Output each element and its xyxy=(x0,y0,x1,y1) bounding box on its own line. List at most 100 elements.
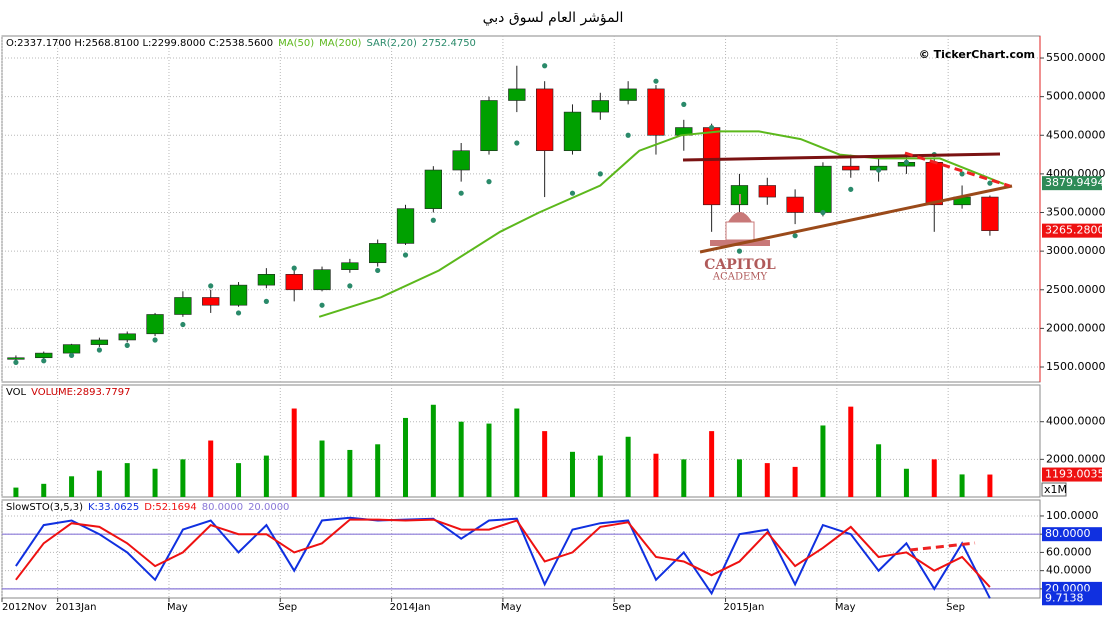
candle-body xyxy=(257,274,276,286)
y-tick-label: 3500.0000 xyxy=(1046,206,1106,219)
legend-entry: MA(50) xyxy=(278,38,315,49)
volume-bar xyxy=(820,425,826,497)
candle-body xyxy=(229,284,248,306)
volume-bar xyxy=(653,453,659,497)
plot-area: 1500.0000 2000.0000 2500.0000 3000.0000 3500… xyxy=(1,35,1106,613)
candle-body xyxy=(285,274,303,291)
sar-dot xyxy=(402,252,409,258)
volume-bar xyxy=(764,463,770,497)
sar-dot xyxy=(152,337,158,343)
volume-bar xyxy=(291,408,297,497)
sar-dot xyxy=(597,171,603,177)
sar-dot xyxy=(542,63,548,69)
stoch-line xyxy=(15,516,991,599)
drawings: CAPITOL ACADEMY © TickerChart.com xyxy=(682,48,1035,552)
sar-dot xyxy=(625,132,631,138)
volume-bar xyxy=(681,459,687,497)
y-tick-label: 40.0000 xyxy=(1046,564,1092,577)
sar-dot xyxy=(653,78,659,84)
stoch-line xyxy=(15,518,991,588)
logo-subtext: ACADEMY xyxy=(712,272,768,283)
candle-body xyxy=(174,297,192,315)
trendline-support xyxy=(699,184,1013,254)
candle-body xyxy=(647,88,665,136)
candle-body xyxy=(842,165,860,171)
candle-body xyxy=(424,169,442,209)
value-marker xyxy=(1042,591,1102,606)
value-marker xyxy=(1042,223,1102,238)
sar-dot xyxy=(875,167,882,173)
candle-body xyxy=(62,344,81,354)
volume-bar xyxy=(263,455,269,497)
candle-body xyxy=(702,127,721,206)
legend-entry: K:33.0625 xyxy=(88,502,140,513)
x-tick-label: May xyxy=(835,602,856,613)
sar-dot xyxy=(319,302,325,308)
legend-entry: D:52.1694 xyxy=(144,502,197,513)
sar-dot xyxy=(375,267,381,274)
sar-dot xyxy=(458,190,464,196)
volume-bar xyxy=(13,487,19,497)
y-tick-label: 3000.0000 xyxy=(1046,244,1106,257)
value-marker-label: 1193.0035 xyxy=(1045,468,1105,481)
volume-bar xyxy=(736,459,742,497)
volume-bar xyxy=(69,476,75,497)
candle-body xyxy=(981,196,999,231)
sar-dot xyxy=(514,140,520,146)
volume-bar xyxy=(347,449,353,497)
sar-dot xyxy=(987,180,993,186)
volume-bar xyxy=(597,455,603,497)
volume-bar xyxy=(848,406,854,497)
logo-text: CAPITOL xyxy=(704,257,776,273)
sar-value: 2752.4750 xyxy=(421,38,476,49)
y-tick-label: 100.0000 xyxy=(1046,509,1099,522)
trendline-dashed xyxy=(904,151,1011,188)
panel-value: VOLUME:2893.7797 xyxy=(31,387,131,398)
volume-bar xyxy=(430,404,436,497)
candle-body xyxy=(925,162,943,206)
sar-dot xyxy=(208,283,214,289)
volume-bar xyxy=(236,463,242,497)
sar-dot xyxy=(124,342,130,348)
candle-body xyxy=(90,339,109,345)
candle-body xyxy=(814,165,832,213)
level-marker-label: 80.0000 xyxy=(1045,527,1091,540)
candle-body xyxy=(202,297,220,306)
candle-body xyxy=(758,185,776,198)
sar-dot xyxy=(848,186,854,192)
sar-dot xyxy=(347,283,353,289)
volume-bar xyxy=(959,474,965,497)
volume-bar xyxy=(375,444,381,497)
sar-dot xyxy=(235,310,242,316)
candle-body xyxy=(313,269,331,291)
level-label: 80.0000 xyxy=(201,502,244,513)
sar-dot xyxy=(820,209,826,216)
panel-header: VOL VOLUME:2893.7797 xyxy=(6,387,135,398)
x-tick-label: 2014Jan xyxy=(390,602,431,613)
volume-bar xyxy=(514,408,520,497)
unit-label: x1M xyxy=(1044,483,1067,496)
y-tick-label: 2500.0000 xyxy=(1046,283,1106,296)
y-tick-label: 5000.0000 xyxy=(1046,90,1106,103)
candle-body xyxy=(369,243,387,264)
volume-bar xyxy=(625,436,631,497)
candle-body xyxy=(146,314,164,335)
panel-name: VOL xyxy=(6,387,27,398)
sar-dot xyxy=(430,217,436,223)
x-tick-label: Sep xyxy=(278,602,297,613)
y-tick-label: 4000.0000 xyxy=(1046,415,1106,428)
panel-header: O:2337.1700 H:2568.8100 L:2299.8000 C:25… xyxy=(6,38,481,49)
y-tick-label: 4500.0000 xyxy=(1046,128,1106,141)
volume-bar xyxy=(987,474,993,497)
candle-body xyxy=(536,88,554,152)
logo-dome xyxy=(728,212,752,222)
value-marker-label: 9.7138 xyxy=(1045,591,1084,604)
candle-body xyxy=(341,262,359,270)
sar-dot xyxy=(959,171,965,177)
x-tick-label: May xyxy=(167,602,188,613)
x-tick-label: Sep xyxy=(612,602,631,613)
candle-body xyxy=(7,357,25,360)
volume-bar xyxy=(903,468,909,497)
ohlc-text: O:2337.1700 H:2568.8100 L:2299.8000 C:25… xyxy=(6,38,274,49)
